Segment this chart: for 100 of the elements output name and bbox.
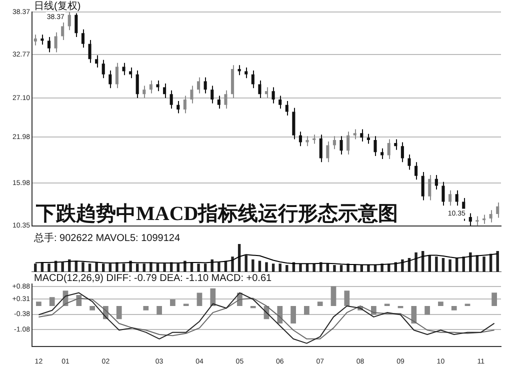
- candlestick: [136, 70, 139, 98]
- candlestick: [258, 80, 262, 98]
- bar: [196, 292, 202, 306]
- candlestick: [496, 202, 500, 218]
- candlestick: [244, 66, 248, 79]
- candlestick: [421, 172, 424, 201]
- candlestick: [176, 100, 180, 114]
- candlestick: [34, 34, 37, 46]
- bar: [90, 306, 95, 310]
- bar: [136, 264, 139, 272]
- candlestick: [163, 82, 166, 98]
- bar: [116, 306, 122, 320]
- candlestick: [292, 107, 296, 140]
- bar: [333, 265, 336, 272]
- bar: [317, 302, 323, 306]
- candlestick: [312, 134, 316, 144]
- candlestick: [102, 59, 105, 79]
- candlestick: [204, 76, 207, 94]
- bar: [231, 256, 234, 272]
- candlestick: [54, 32, 58, 53]
- bar: [95, 262, 98, 272]
- candlestick: [326, 140, 330, 163]
- candlestick: [40, 34, 44, 46]
- candlestick: [455, 190, 458, 206]
- candlestick: [264, 86, 268, 98]
- bar: [360, 265, 364, 272]
- candlestick: [142, 85, 146, 98]
- candlestick: [88, 40, 92, 64]
- text: 下跌趋势中MACD指标线运行形态示意图: [35, 202, 398, 225]
- bar: [496, 251, 499, 272]
- candlestick: [476, 216, 479, 226]
- bar: [170, 299, 176, 306]
- candlestick: [251, 70, 254, 89]
- bar: [142, 264, 146, 272]
- candlestick: [74, 12, 78, 38]
- bar: [482, 256, 486, 272]
- candlestick: [360, 128, 364, 142]
- candlestick: [394, 138, 398, 150]
- text: 总手: 902622 MAVOL5: 1099124: [33, 232, 180, 244]
- bar: [290, 306, 296, 324]
- bar: [210, 288, 216, 306]
- bar: [304, 306, 310, 315]
- bar: [312, 264, 316, 272]
- bar: [435, 256, 438, 272]
- bar: [277, 306, 283, 324]
- bar: [344, 290, 350, 306]
- bar: [340, 265, 343, 272]
- candlestick: [380, 148, 384, 160]
- candlestick: [238, 64, 241, 76]
- bar: [61, 262, 64, 272]
- bar: [442, 258, 445, 272]
- bar: [438, 302, 444, 306]
- bar: [49, 297, 55, 306]
- bar: [374, 265, 377, 272]
- candlestick: [149, 80, 152, 94]
- bar: [492, 292, 497, 306]
- bar: [102, 264, 105, 272]
- candlestick: [366, 133, 370, 144]
- candlestick: [170, 90, 173, 110]
- candlestick: [278, 95, 282, 110]
- bar: [143, 306, 149, 310]
- bar: [122, 264, 126, 272]
- bar: [286, 265, 288, 272]
- candlestick: [108, 70, 112, 89]
- bar: [451, 306, 457, 310]
- candlestick: [197, 76, 200, 94]
- candlestick: [400, 142, 404, 163]
- candlestick: [115, 62, 118, 89]
- bar: [330, 286, 336, 306]
- text: MACD(12,26,9) DIFF: -0.79 DEA: -1.10 MACD: +0.61: [34, 272, 272, 284]
- bar: [34, 264, 37, 272]
- bar: [156, 306, 162, 315]
- bar: [163, 264, 166, 272]
- bar: [82, 262, 84, 272]
- bar: [197, 264, 200, 272]
- candlestick: [408, 154, 411, 170]
- text: 日线(复权): [34, 0, 81, 12]
- candlestick: [285, 100, 288, 116]
- bar: [414, 252, 418, 272]
- bar: [272, 264, 275, 272]
- bar: [469, 252, 472, 272]
- candlestick: [47, 36, 51, 53]
- candlestick: [217, 95, 220, 110]
- bar: [218, 262, 220, 272]
- candlestick: [346, 131, 350, 155]
- bar: [265, 262, 268, 272]
- candlestick: [353, 128, 356, 140]
- bar: [108, 264, 112, 272]
- candlestick: [428, 174, 432, 201]
- candlestick: [61, 22, 64, 41]
- candlestick: [374, 136, 377, 156]
- candlestick: [81, 28, 85, 48]
- candlestick: [156, 80, 160, 92]
- bar: [278, 264, 282, 272]
- bar: [176, 264, 180, 272]
- candlestick: [272, 86, 275, 104]
- bar: [156, 264, 160, 272]
- candlestick: [340, 136, 343, 155]
- candlestick: [122, 62, 126, 76]
- candlestick: [210, 85, 214, 104]
